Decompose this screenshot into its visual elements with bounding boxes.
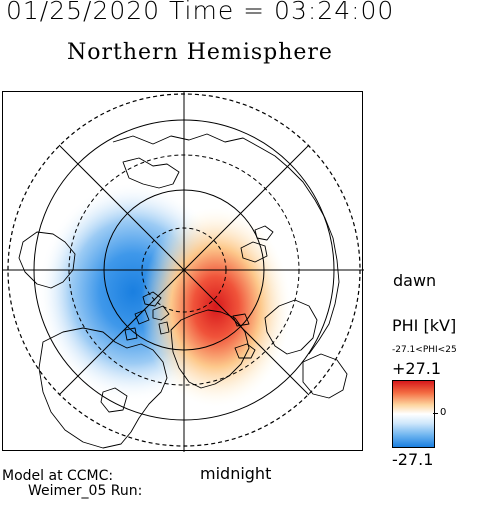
legend-title: PHI [kV] xyxy=(392,316,457,335)
legend-min-label: -27.1 xyxy=(392,450,434,469)
latitude-circles xyxy=(7,93,361,447)
positive-potential-cell xyxy=(141,207,291,407)
legend-max-label: +27.1 xyxy=(392,359,442,378)
polar-map xyxy=(2,91,364,452)
meridian-lines xyxy=(3,92,364,452)
colorbar-zero-tick xyxy=(433,413,438,414)
alaska-outline xyxy=(18,231,76,289)
colorbar-zero-label: 0 xyxy=(440,407,447,418)
greenland-outline xyxy=(170,309,250,389)
potential-pattern xyxy=(38,182,291,407)
dawn-label: dawn xyxy=(393,271,437,290)
scandinavia-outline xyxy=(264,299,318,355)
model-credit-line1: Model at CCMC: xyxy=(2,468,114,484)
colorbar xyxy=(392,380,435,448)
legend-range: -27.1<PHI<25 xyxy=(392,345,457,355)
date-time-title: 01/25/2020 Time = 03:24:00 xyxy=(6,0,395,25)
hemisphere-title: Northern Hemisphere xyxy=(67,40,333,65)
coastlines xyxy=(18,133,348,449)
model-credit-line2: Weimer_05 Run: xyxy=(28,483,143,499)
midnight-label: midnight xyxy=(200,464,272,483)
iceland-outline xyxy=(234,343,256,359)
north-america-outline xyxy=(38,327,168,449)
polar-map-canvas xyxy=(3,92,364,452)
eurasia-outline xyxy=(112,133,340,355)
